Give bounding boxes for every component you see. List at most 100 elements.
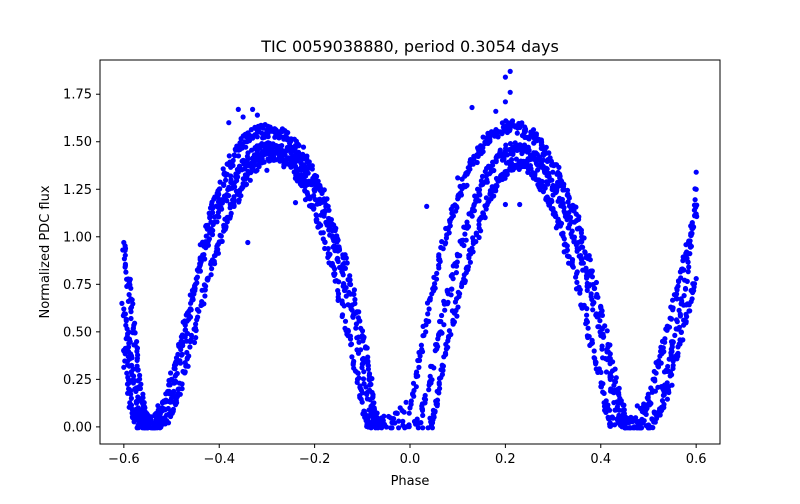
x-tick-label: −0.4 [203,452,235,467]
data-point [195,314,201,320]
data-point [142,425,149,431]
data-point [245,150,251,156]
data-point [245,135,251,141]
data-point [652,388,659,394]
data-point [202,293,208,299]
data-point [474,196,480,202]
data-point [470,161,476,167]
data-point [292,156,299,162]
data-point [458,192,464,198]
data-point [510,151,516,157]
data-point [334,255,341,261]
data-point [427,373,433,379]
data-point [556,164,562,170]
data-point [660,345,666,351]
data-point [545,196,551,202]
data-point [576,216,582,222]
data-point [264,127,270,133]
data-point [461,242,467,249]
data-point [301,181,307,187]
data-point [651,368,657,375]
data-point [123,322,129,328]
data-point [419,349,426,355]
data-point [595,324,601,330]
y-tick-label: 1.50 [63,135,92,150]
data-point [326,207,332,213]
data-point [553,225,560,231]
data-point [488,163,494,170]
data-points [119,68,700,431]
data-point [335,237,341,243]
data-point [688,231,694,237]
data-point [128,391,134,397]
data-point [350,291,356,297]
data-point [240,181,246,187]
data-point [531,135,537,141]
outlier-point [502,74,508,80]
data-point [250,165,256,171]
outlier-point [550,192,556,198]
data-point [349,307,355,313]
data-point [121,256,127,262]
data-point [119,300,125,306]
data-point [691,224,697,230]
data-point [413,421,419,427]
data-point [315,197,321,203]
data-point [432,281,438,287]
y-axis-ticks: 0.00 0.25 0.50 0.75 1.00 1.25 1.50 1.75 [63,88,100,435]
data-point [256,163,262,170]
data-point [193,335,199,341]
data-point [126,386,132,392]
data-point [194,280,200,286]
data-point [602,401,609,407]
data-point [586,253,592,259]
data-point [488,190,494,196]
data-point [335,297,341,303]
data-point [177,360,184,366]
data-point [315,178,321,184]
data-point [679,300,685,306]
data-point [173,378,179,384]
data-point [577,226,583,232]
data-point [436,390,442,396]
data-point [578,230,585,236]
data-point [228,210,234,216]
data-point [124,276,130,282]
data-point [297,177,303,183]
data-point [559,231,565,237]
data-point [121,348,127,354]
data-point [445,291,451,297]
data-point [598,303,604,309]
data-point [137,372,143,378]
data-point [455,253,461,259]
x-tick-label: 0.0 [400,452,421,467]
data-point [657,406,663,412]
outlier-points [226,68,699,246]
data-point [145,420,151,426]
data-point [685,269,691,275]
data-point [426,306,432,312]
data-point [169,390,175,396]
data-point [269,152,275,158]
data-point [132,320,138,326]
data-point [436,333,442,339]
data-point [207,230,213,236]
outlier-point [507,68,513,74]
data-point [232,184,238,190]
data-point [128,309,134,315]
data-point [691,284,697,290]
data-point [121,239,127,246]
data-point [588,291,594,297]
outlier-point [502,201,508,208]
data-point [464,222,470,228]
data-point [648,385,654,391]
data-point [283,133,289,139]
data-point [600,389,606,395]
data-point [662,382,668,388]
data-point [344,260,350,266]
data-point [483,173,489,179]
data-point [676,279,682,285]
data-point [579,239,585,245]
data-point [454,259,460,265]
data-point [247,177,253,183]
